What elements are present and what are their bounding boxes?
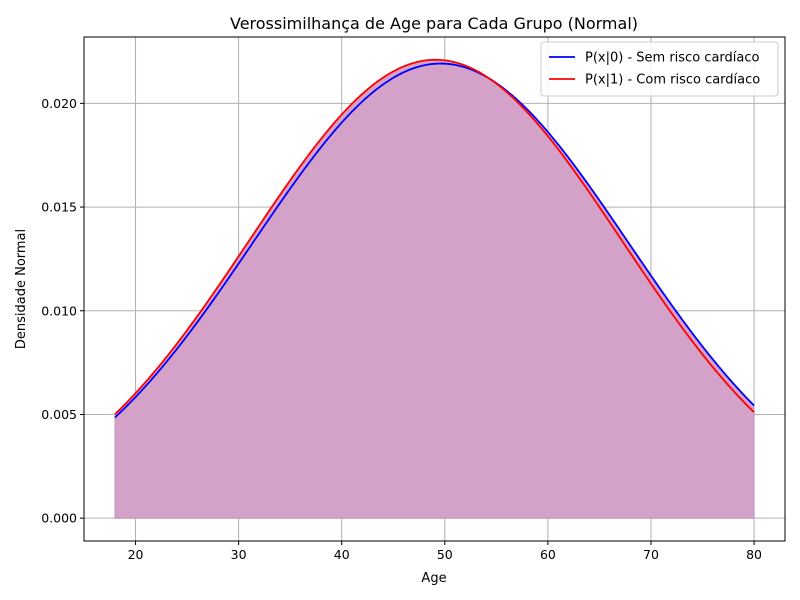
chart-title: Verossimilhança de Age para Cada Grupo (…	[230, 14, 638, 33]
series-lines	[114, 58, 755, 419]
x-axis-label: Age	[421, 571, 446, 586]
legend: P(x|0) - Sem risco cardíaco P(x|1) - Com …	[540, 41, 779, 97]
legend-box	[540, 41, 779, 97]
x-tick-label: 80	[746, 547, 762, 562]
x-tick-label: 40	[334, 547, 350, 562]
plot-frame	[83, 36, 786, 542]
y-tick-label: 0.020	[41, 96, 77, 111]
legend-label-1: P(x|1) - Com risco cardíaco	[585, 73, 760, 88]
x-tick-label: 50	[437, 547, 453, 562]
series-line-0	[114, 62, 755, 419]
axis-ticks: 20 30 40 50 60 70 80 0.000 0.005 0.010 0.015 0.020	[41, 96, 762, 562]
y-tick-label: 0.005	[41, 407, 77, 422]
series-line-1	[114, 58, 755, 415]
y-tick-label: 0.015	[41, 200, 77, 215]
y-tick-label: 0.010	[41, 303, 77, 318]
x-tick-label: 20	[128, 547, 144, 562]
legend-label-0: P(x|0) - Sem risco cardíaco	[585, 51, 759, 66]
x-tick-label: 60	[540, 547, 556, 562]
x-tick-label: 70	[643, 547, 659, 562]
x-tick-label: 30	[231, 547, 247, 562]
y-tick-label: 0.000	[41, 511, 77, 526]
y-axis-label: Densidade Normal	[14, 229, 29, 349]
